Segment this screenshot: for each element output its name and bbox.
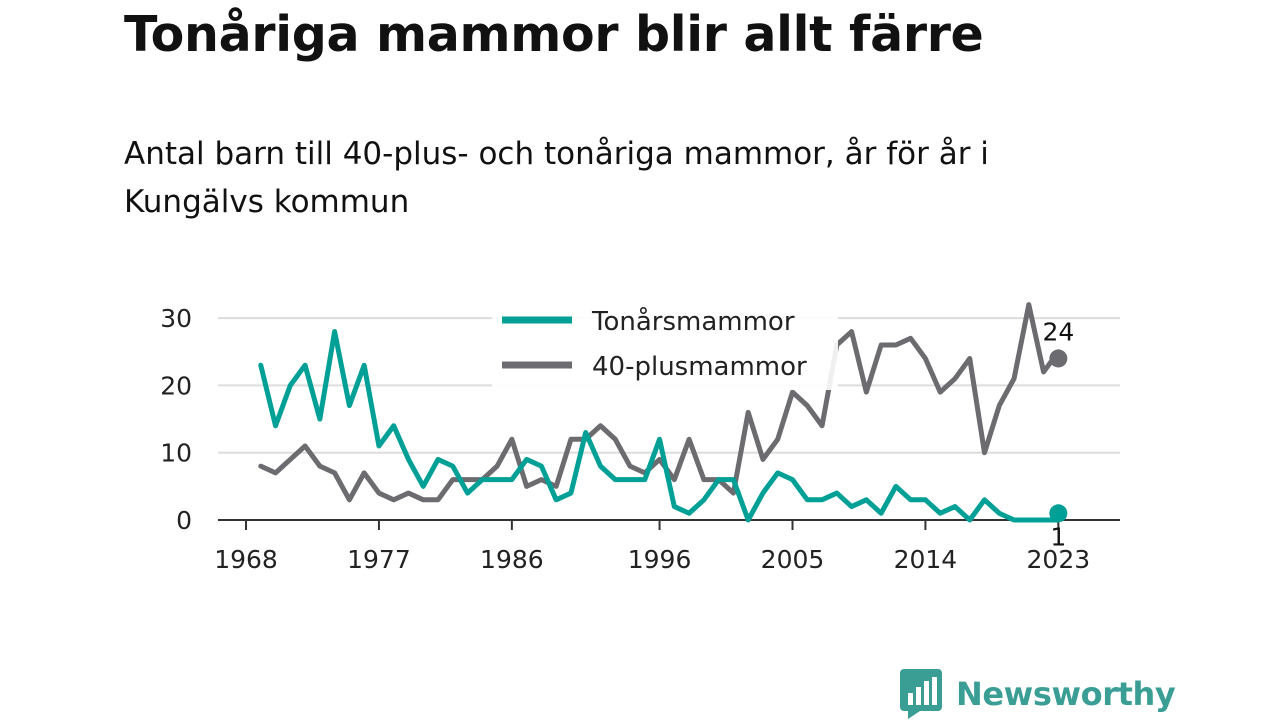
end-marker-40-plusmammor bbox=[1049, 349, 1068, 368]
x-tick-label-1977: 1977 bbox=[347, 545, 411, 574]
legend-label-tonarsmammor: Tonårsmammor bbox=[591, 306, 795, 337]
newsworthy-logo: Newsworthy bbox=[900, 668, 1176, 720]
series-lines bbox=[258, 302, 1061, 523]
end-label-40-plusmammor: 24 bbox=[1042, 317, 1074, 346]
newsworthy-logo-text: Newsworthy bbox=[956, 675, 1176, 713]
line-chart: 0 10 20 30 1968 1977 1986 1996 2005 2014 2023 Ton… bbox=[160, 298, 1120, 574]
legend: Tonårsmammor 40-plusmammor bbox=[492, 298, 838, 390]
end-label-tonarsmammor: 1 bbox=[1050, 522, 1066, 551]
y-tick-label-10: 10 bbox=[160, 439, 192, 468]
x-tick-label-2023: 2023 bbox=[1027, 545, 1091, 574]
series-line-tonarsmammor bbox=[258, 329, 1061, 523]
x-axis: 1968 1977 1986 1996 2005 2014 2023 bbox=[214, 519, 1120, 574]
chart-title: Tonåriga mammor blir allt färre bbox=[124, 6, 984, 63]
x-tick-label-2005: 2005 bbox=[761, 545, 825, 574]
legend-label-40-plusmammor: 40-plusmammor bbox=[592, 352, 807, 382]
y-tick-label-20: 20 bbox=[160, 371, 192, 400]
chart-subtitle: Antal barn till 40-plus- och tonåriga ma… bbox=[124, 136, 989, 220]
x-tick-label-1986: 1986 bbox=[480, 545, 544, 574]
y-tick-label-0: 0 bbox=[176, 506, 192, 535]
y-tick-label-30: 30 bbox=[160, 304, 192, 333]
y-axis-ticks: 0 10 20 30 bbox=[160, 304, 192, 535]
end-markers: 24 1 bbox=[1042, 317, 1074, 551]
x-tick-label-1968: 1968 bbox=[214, 545, 278, 574]
x-tick-label-2014: 2014 bbox=[894, 545, 958, 574]
x-tick-label-1996: 1996 bbox=[628, 545, 692, 574]
legend-background bbox=[492, 298, 838, 390]
newsworthy-logo-icon bbox=[900, 669, 942, 719]
end-marker-tonarsmammor bbox=[1049, 504, 1068, 523]
series-line-40-plusmammor bbox=[258, 302, 1061, 503]
